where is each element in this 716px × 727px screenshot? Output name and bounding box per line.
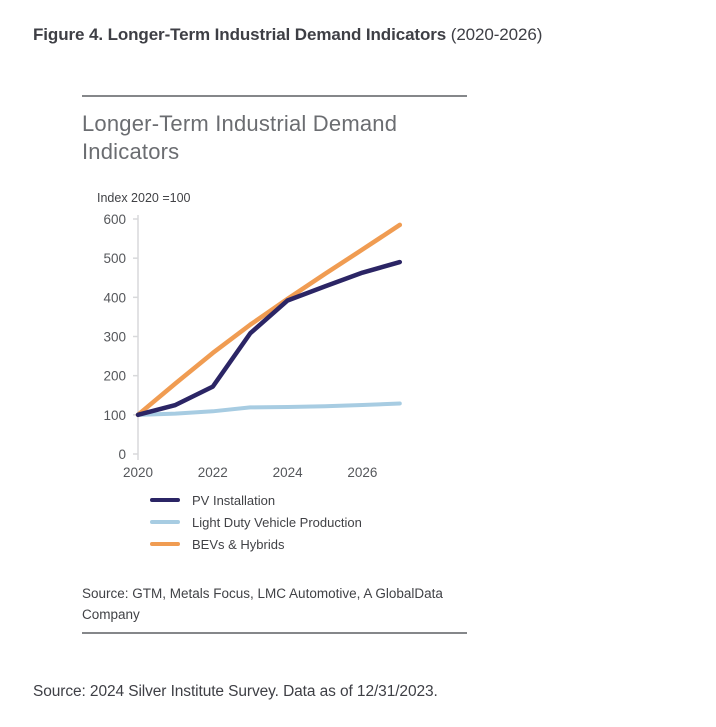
page-source-text: Source: 2024 Silver Institute Survey. Da… [33,683,438,700]
chart-legend: PV Installation Light Duty Vehicle Produc… [150,493,467,552]
y-tick-label: 100 [103,408,126,423]
legend-item: BEVs & Hybrids [150,537,467,552]
legend-label: Light Duty Vehicle Production [192,514,362,530]
chart-title: Longer-Term Industrial Demand Indicators [82,111,398,164]
legend-item: Light Duty Vehicle Production [150,515,467,530]
x-tick-label: 2026 [347,465,377,480]
demand-line-chart-svg: 0 100 200 300 400 500 600 2020 2022 2024 2026 [103,212,403,480]
series-line [135,222,403,417]
y-tick-label: 200 [103,369,126,384]
y-tick-label: 300 [103,329,126,344]
y-tick-label: 0 [118,447,126,462]
legend-swatch [150,498,180,503]
legend-swatch [150,520,180,525]
demand-line-chart: 0 100 200 300 400 500 600 2020 2022 2024 2026 [82,207,467,485]
legend-label: PV Installation [192,492,276,508]
series-line [136,401,402,417]
index-axis-note: Index 2020 =100 [97,190,191,205]
figure-caption: Figure 4. Longer-Term Industrial Demand … [33,25,542,45]
legend-item: PV Installation [150,493,467,508]
y-tick-label: 500 [103,251,126,266]
figure-caption-title: Figure 4. Longer-Term Industrial Demand … [33,25,447,44]
card-source-text: Source: GTM, Metals Focus, LMC Automotiv… [82,585,443,622]
y-tick-label: 400 [103,290,126,305]
legend-label: BEVs & Hybrids [192,536,285,552]
y-tick-label: 600 [103,212,126,227]
figure-caption-range: (2020-2026) [446,25,543,44]
series-line [135,259,403,417]
x-tick-label: 2022 [198,465,228,480]
legend-swatch [150,542,180,547]
x-tick-label: 2020 [123,465,153,480]
chart-card: Longer-Term Industrial Demand Indicators… [82,95,467,634]
x-tick-label: 2024 [273,465,304,480]
card-bottom-rule [82,631,467,634]
card-top-rule [82,95,467,97]
